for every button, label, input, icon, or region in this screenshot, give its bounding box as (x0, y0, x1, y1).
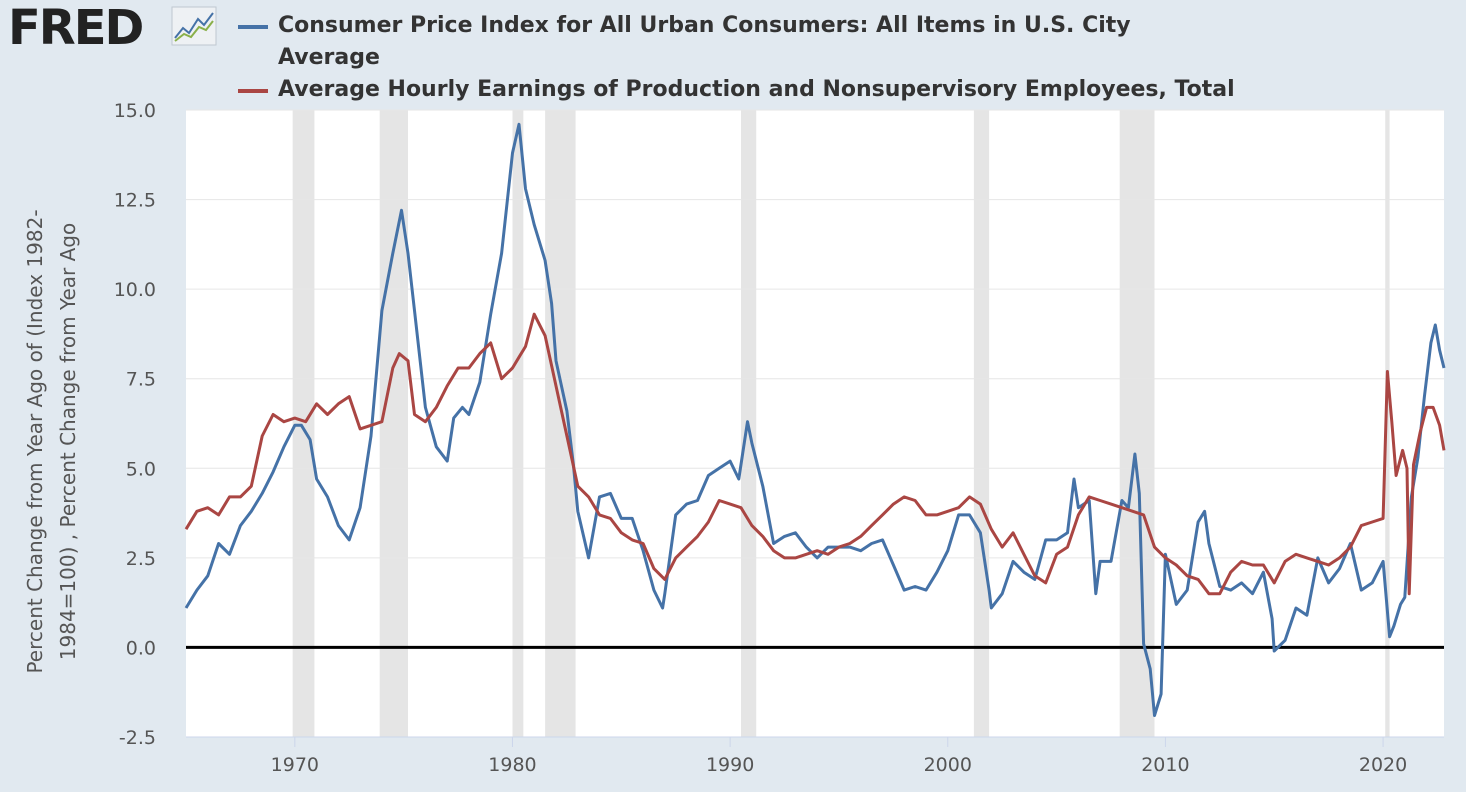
legend-swatch-cpi (238, 25, 268, 29)
y-tick-label: 2.5 (126, 548, 156, 570)
recession-band (973, 110, 990, 737)
y-tick-label: 10.0 (114, 279, 156, 301)
series-line-cpi (184, 122, 1446, 717)
y-tick-label: 5.0 (126, 458, 156, 480)
recession-band (512, 110, 524, 737)
y-tick-label: -2.5 (119, 727, 156, 749)
series-line-earnings (184, 312, 1446, 596)
x-tick-label: 1970 (271, 754, 319, 776)
y-tick-label: 7.5 (126, 369, 156, 391)
y-tick-label: 0.0 (126, 637, 156, 659)
y-tick-label: 15.0 (114, 100, 156, 122)
y-tick-label: 12.5 (114, 190, 156, 212)
y-axis-label-line: 1984=100) , Percent Change from Year Ago (56, 223, 80, 660)
recession-band (292, 110, 315, 737)
y-axis-label-line: Percent Change from Year Ago of (Index 1… (23, 209, 47, 673)
y-axis-ticks: 15.0 12.5 10.0 7.5 5.0 2.5 0.0 -2.5 (114, 100, 156, 749)
chart-header: FRED Consumer Price Index for All Urban … (0, 0, 1466, 134)
recession-band (379, 110, 408, 737)
legend-item-cpi[interactable]: Consumer Price Index for All Urban Consu… (238, 10, 1238, 74)
x-tick-label: 2000 (924, 754, 972, 776)
x-tick-label: 2020 (1359, 754, 1407, 776)
x-axis-ticks: 1970 1980 1990 2000 2010 2020 (186, 736, 1444, 776)
recession-band (545, 110, 576, 737)
series-lines (184, 122, 1446, 717)
recession-band (1385, 110, 1390, 737)
recession-band (1119, 110, 1155, 737)
legend: Consumer Price Index for All Urban Consu… (238, 10, 1238, 138)
fred-logo[interactable]: FRED (8, 0, 144, 56)
x-tick-label: 1980 (488, 754, 536, 776)
x-tick-label: 1990 (706, 754, 754, 776)
fred-chart-icon (171, 6, 217, 46)
x-tick-label: 2010 (1141, 754, 1189, 776)
y-axis-label: Percent Change from Year Ago of (Index 1… (23, 209, 80, 673)
legend-label-cpi: Consumer Price Index for All Urban Consu… (278, 13, 1131, 70)
legend-swatch-earnings (238, 89, 268, 93)
